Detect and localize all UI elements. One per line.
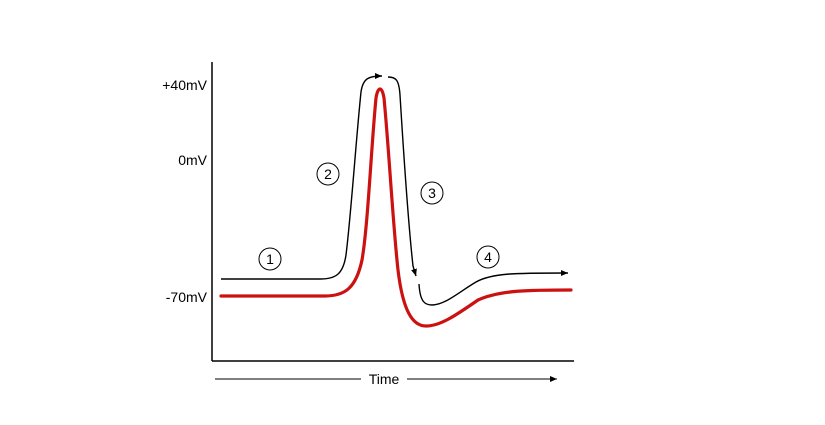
phase-number-3: 3	[428, 185, 436, 201]
annotation-path-depolarization	[221, 73, 383, 280]
phase-number-1: 1	[266, 251, 274, 267]
phase-marker-1: 1	[258, 247, 282, 271]
membrane-potential-curve	[219, 87, 573, 328]
phase-number-4: 4	[484, 249, 492, 265]
annotation-path-hyperpolarization	[418, 270, 569, 306]
y-tick-label-plus40: +40mV	[162, 77, 207, 93]
y-tick-label-minus70: -70mV	[166, 289, 208, 305]
phase-number-2: 2	[324, 166, 332, 182]
y-tick-label-0: 0mV	[178, 152, 207, 168]
time-axis-label: Time	[369, 371, 400, 387]
phase-marker-3: 3	[420, 181, 444, 205]
phase-marker-2: 2	[316, 162, 340, 186]
annotation-path-repolarization	[387, 76, 417, 277]
phase-marker-4: 4	[476, 245, 500, 269]
